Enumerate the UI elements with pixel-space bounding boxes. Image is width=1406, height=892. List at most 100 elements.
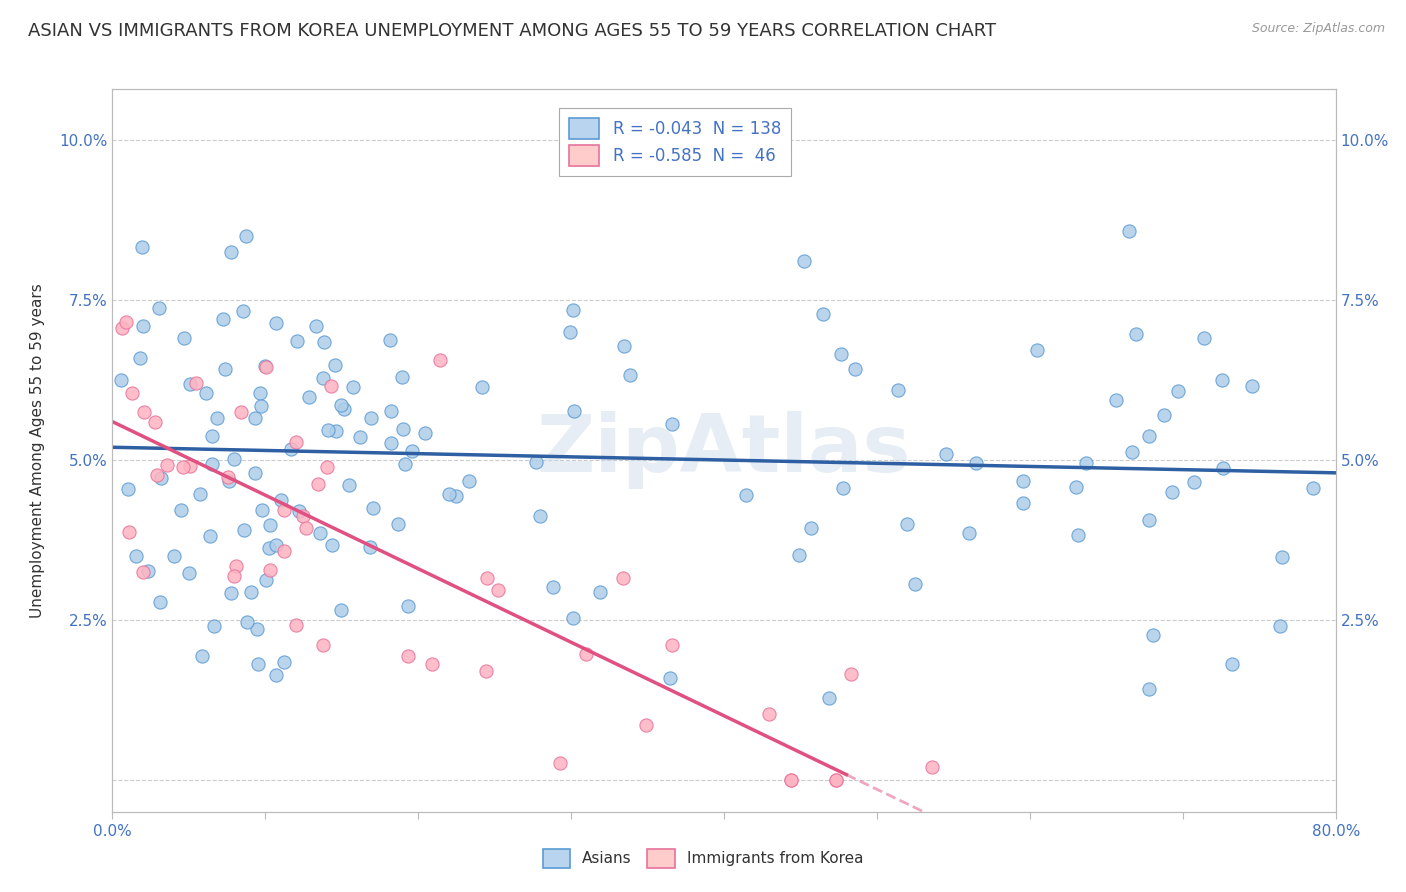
Point xyxy=(239,585,262,599)
Point xyxy=(312,638,335,652)
Point xyxy=(360,411,382,425)
Point xyxy=(1118,224,1140,238)
Point xyxy=(588,585,610,599)
Point xyxy=(259,518,281,533)
Point xyxy=(342,380,364,394)
Point xyxy=(307,477,329,491)
Point xyxy=(330,398,353,412)
Point xyxy=(218,474,240,488)
Point xyxy=(321,379,343,393)
Point xyxy=(179,458,201,473)
Point xyxy=(524,455,547,469)
Text: ZipAtlas: ZipAtlas xyxy=(537,411,911,490)
Point xyxy=(380,404,402,418)
Point xyxy=(186,376,208,391)
Point xyxy=(118,525,141,540)
Point xyxy=(121,386,143,401)
Point xyxy=(305,318,328,333)
Point xyxy=(321,538,343,552)
Point xyxy=(288,504,311,518)
Point xyxy=(575,647,598,661)
Text: Source: ZipAtlas.com: Source: ZipAtlas.com xyxy=(1251,22,1385,36)
Point xyxy=(222,569,245,583)
Point xyxy=(298,390,321,404)
Point xyxy=(818,691,841,706)
Point xyxy=(323,358,346,372)
Text: ASIAN VS IMMIGRANTS FROM KOREA UNEMPLOYMENT AMONG AGES 55 TO 59 YEARS CORRELATIO: ASIAN VS IMMIGRANTS FROM KOREA UNEMPLOYM… xyxy=(28,22,997,40)
Point xyxy=(562,404,585,418)
Point xyxy=(1212,461,1234,475)
Point xyxy=(202,619,225,633)
Point xyxy=(1125,326,1147,341)
Point xyxy=(634,718,657,732)
Point xyxy=(254,359,277,374)
Point xyxy=(250,399,273,413)
Point xyxy=(149,595,172,609)
Point xyxy=(661,417,683,432)
Point xyxy=(1241,379,1264,393)
Point xyxy=(529,508,551,523)
Point xyxy=(128,351,150,365)
Point xyxy=(1012,474,1035,488)
Point xyxy=(179,377,201,392)
Point xyxy=(235,229,257,244)
Point xyxy=(380,333,402,347)
Point xyxy=(1211,373,1233,387)
Point xyxy=(111,321,134,335)
Point xyxy=(612,570,634,584)
Point xyxy=(330,603,353,617)
Point xyxy=(219,586,242,600)
Point xyxy=(252,502,274,516)
Point xyxy=(1220,657,1243,672)
Point xyxy=(249,386,271,401)
Point xyxy=(1302,481,1324,495)
Point xyxy=(1142,628,1164,642)
Point xyxy=(156,458,179,472)
Point xyxy=(191,648,214,663)
Point xyxy=(1011,496,1033,510)
Point xyxy=(115,314,138,328)
Point xyxy=(316,459,339,474)
Point xyxy=(458,474,481,488)
Point xyxy=(1160,484,1182,499)
Point xyxy=(830,347,852,361)
Point xyxy=(1167,384,1189,398)
Point xyxy=(246,623,269,637)
Point xyxy=(661,638,683,652)
Point xyxy=(253,359,276,374)
Point xyxy=(844,362,866,376)
Point xyxy=(205,411,228,425)
Point xyxy=(270,493,292,508)
Point xyxy=(132,565,155,579)
Point xyxy=(543,580,565,594)
Legend: R = -0.043  N = 138, R = -0.585  N =  46: R = -0.043 N = 138, R = -0.585 N = 46 xyxy=(560,108,792,176)
Point xyxy=(236,615,259,630)
Point xyxy=(231,405,253,419)
Point xyxy=(387,517,409,532)
Point xyxy=(170,503,193,517)
Point xyxy=(886,384,908,398)
Point xyxy=(787,548,810,562)
Point xyxy=(1105,393,1128,408)
Point xyxy=(333,402,356,417)
Point xyxy=(921,760,943,774)
Point xyxy=(243,466,266,480)
Point xyxy=(217,469,239,483)
Point xyxy=(264,668,287,682)
Point xyxy=(1137,681,1160,696)
Point xyxy=(273,543,295,558)
Point xyxy=(222,451,245,466)
Point xyxy=(825,772,848,787)
Point xyxy=(420,657,443,672)
Point xyxy=(965,456,987,470)
Point xyxy=(1139,429,1161,443)
Point xyxy=(475,664,498,678)
Point xyxy=(779,772,801,787)
Point xyxy=(247,657,270,671)
Point xyxy=(198,528,221,542)
Point xyxy=(284,617,307,632)
Point xyxy=(558,325,581,339)
Point xyxy=(813,307,835,321)
Point xyxy=(471,380,494,394)
Point xyxy=(734,488,756,502)
